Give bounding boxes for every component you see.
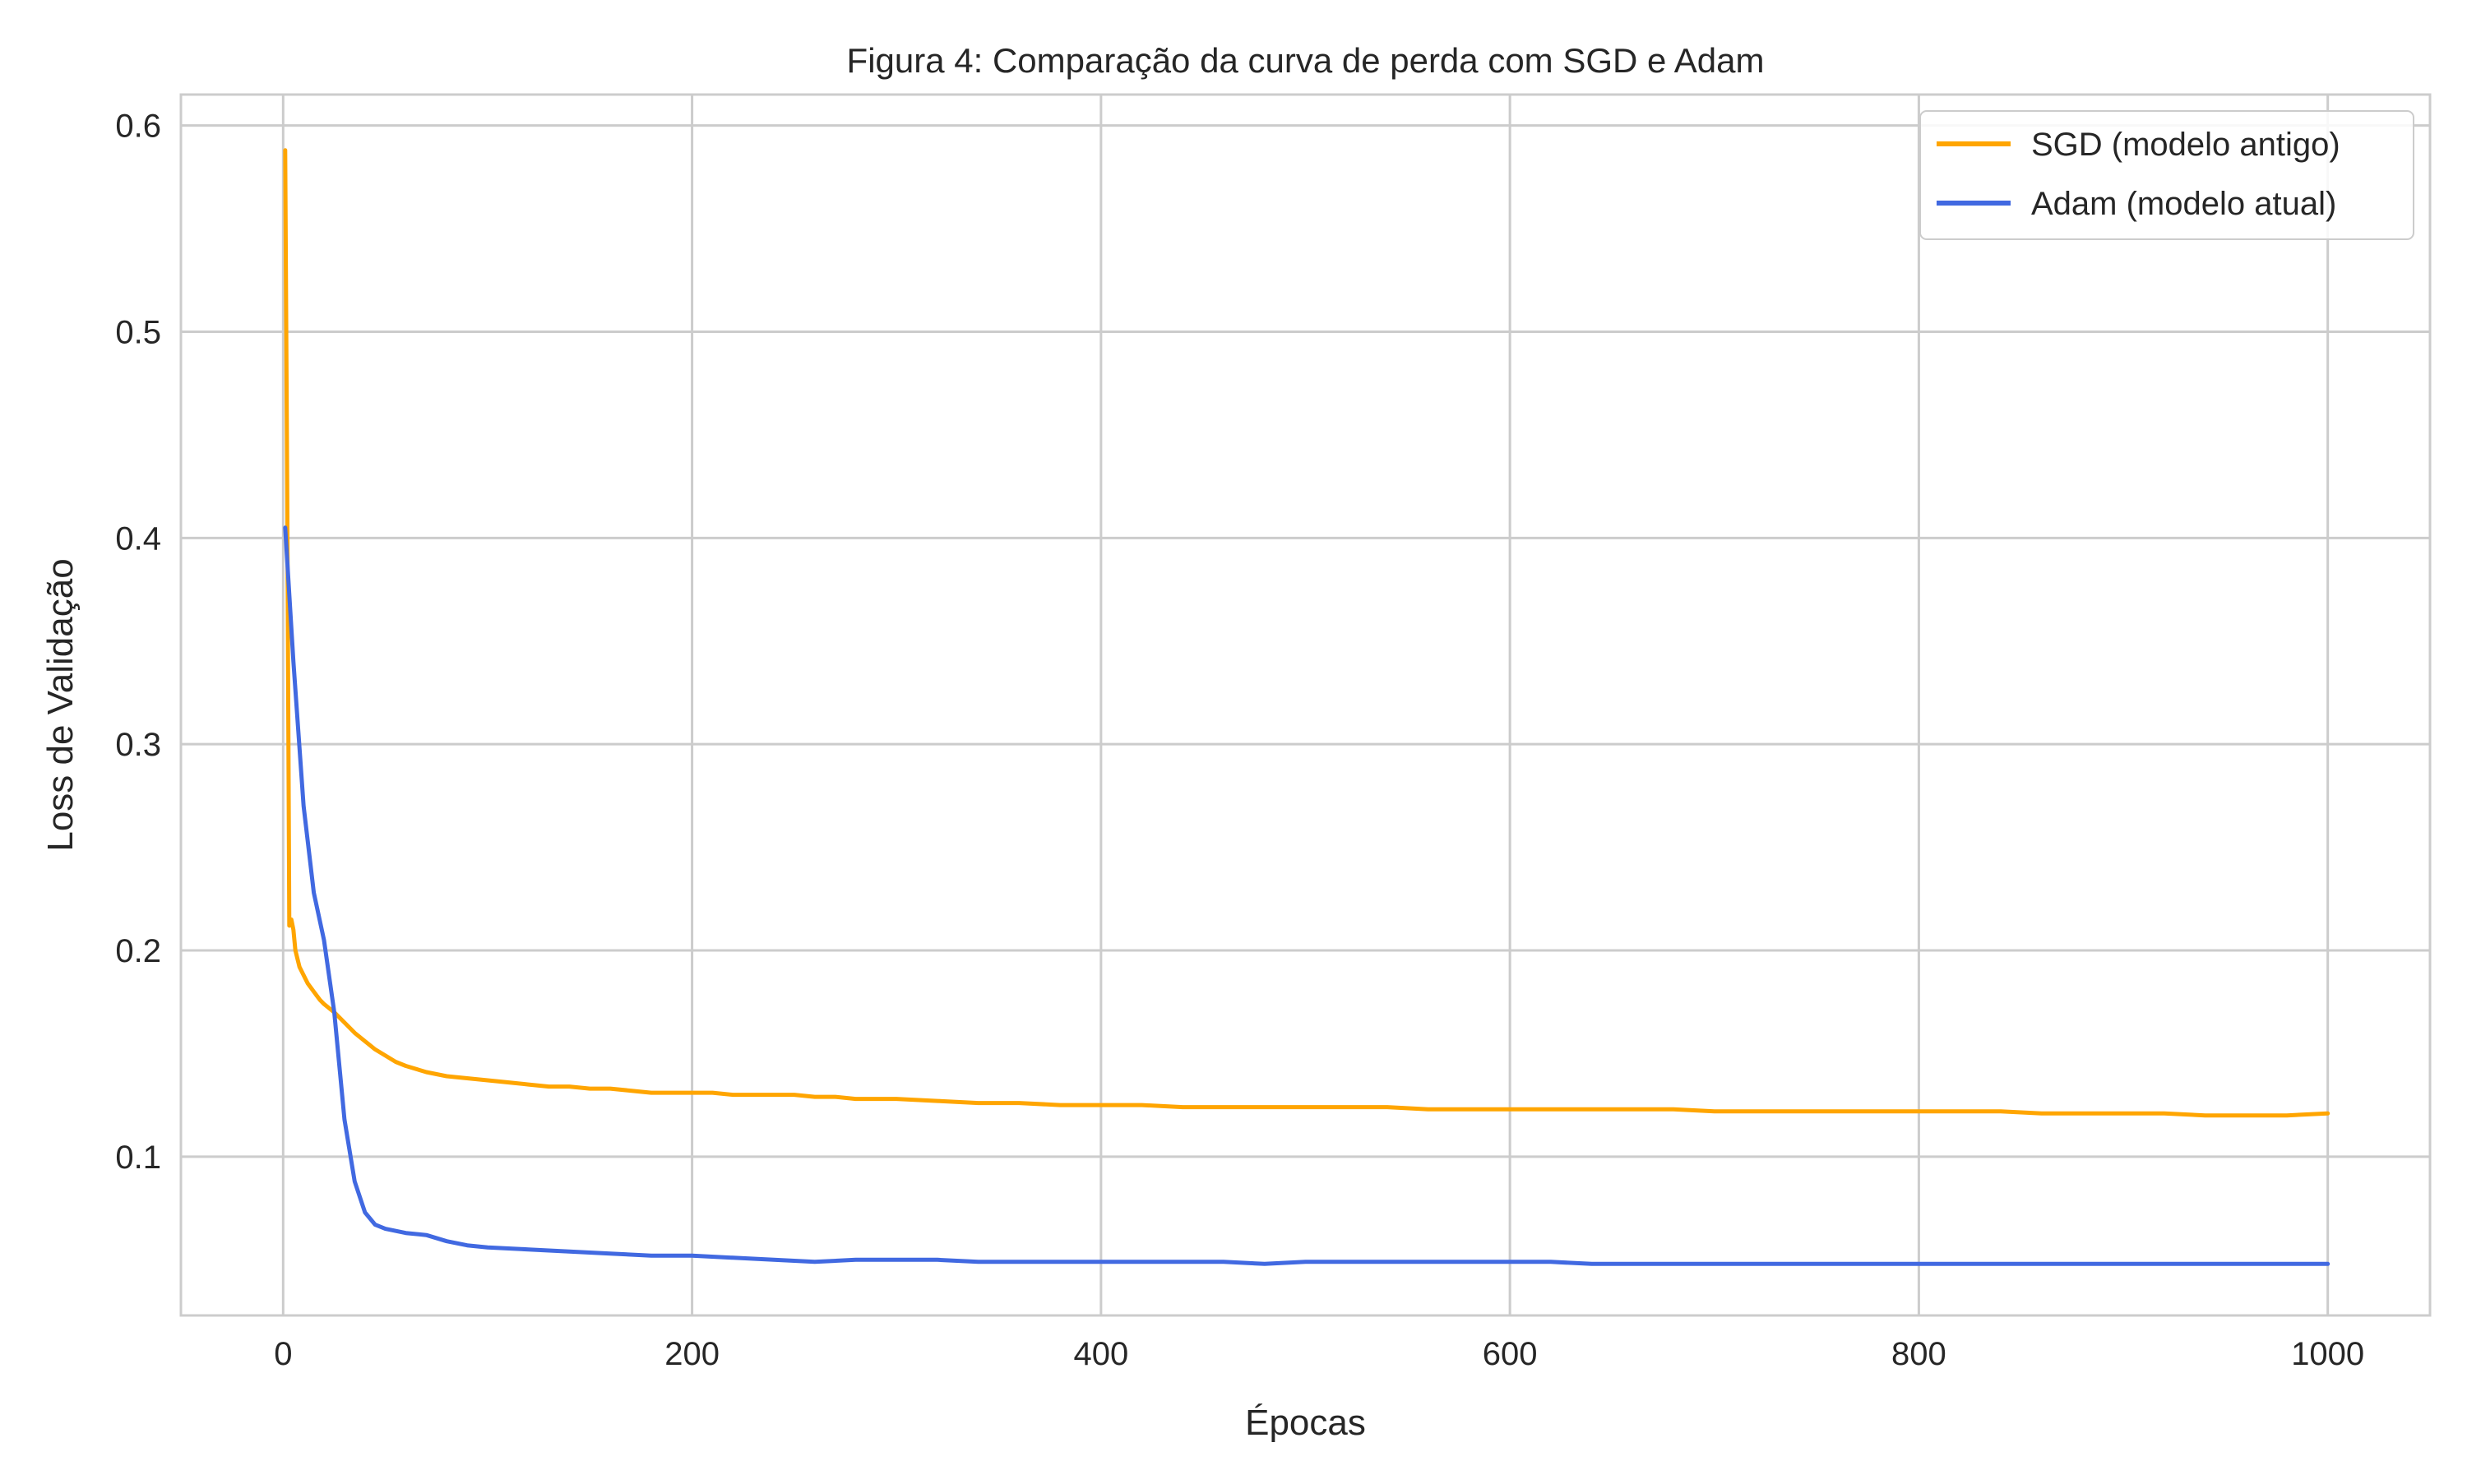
plot-frame: [179, 93, 2432, 1317]
x-tick-label: 400: [1073, 1336, 1128, 1372]
x-tick-label: 200: [664, 1336, 720, 1372]
chart-title: Figura 4: Comparação da curva de perda c…: [847, 41, 1765, 80]
x-tick-label: 800: [1891, 1336, 1946, 1372]
legend-label: SGD (modelo antigo): [2031, 127, 2340, 163]
y-tick-label: 0.5: [115, 314, 161, 350]
series-line-1: [283, 525, 2330, 1266]
tick-label-layer: 0 200 400 600 800 1000 0.1 0.2 0.3 0.4 0.5 0.6: [115, 109, 2364, 1372]
legend-label: Adam (modelo atual): [2031, 186, 2336, 222]
legend-box: [1919, 110, 2414, 240]
x-axis-label: Épocas: [1245, 1403, 1366, 1443]
x-tick-label: 1000: [2291, 1336, 2364, 1372]
y-tick-label: 0.1: [115, 1140, 161, 1176]
y-tick-label: 0.4: [115, 520, 161, 557]
series-line-0: [283, 148, 2330, 1118]
y-axis-label: Loss de Validação: [40, 558, 81, 851]
x-tick-label: 600: [1483, 1336, 1538, 1372]
legend: SGD (modelo antigo) Adam (modelo atual): [1919, 110, 2414, 240]
y-tick-label: 0.6: [115, 109, 161, 145]
y-tick-label: 0.2: [115, 933, 161, 969]
series-layer: [283, 148, 2330, 1266]
y-tick-label: 0.3: [115, 727, 161, 763]
grid-layer: [181, 95, 2430, 1315]
x-tick-label: 0: [274, 1336, 292, 1372]
